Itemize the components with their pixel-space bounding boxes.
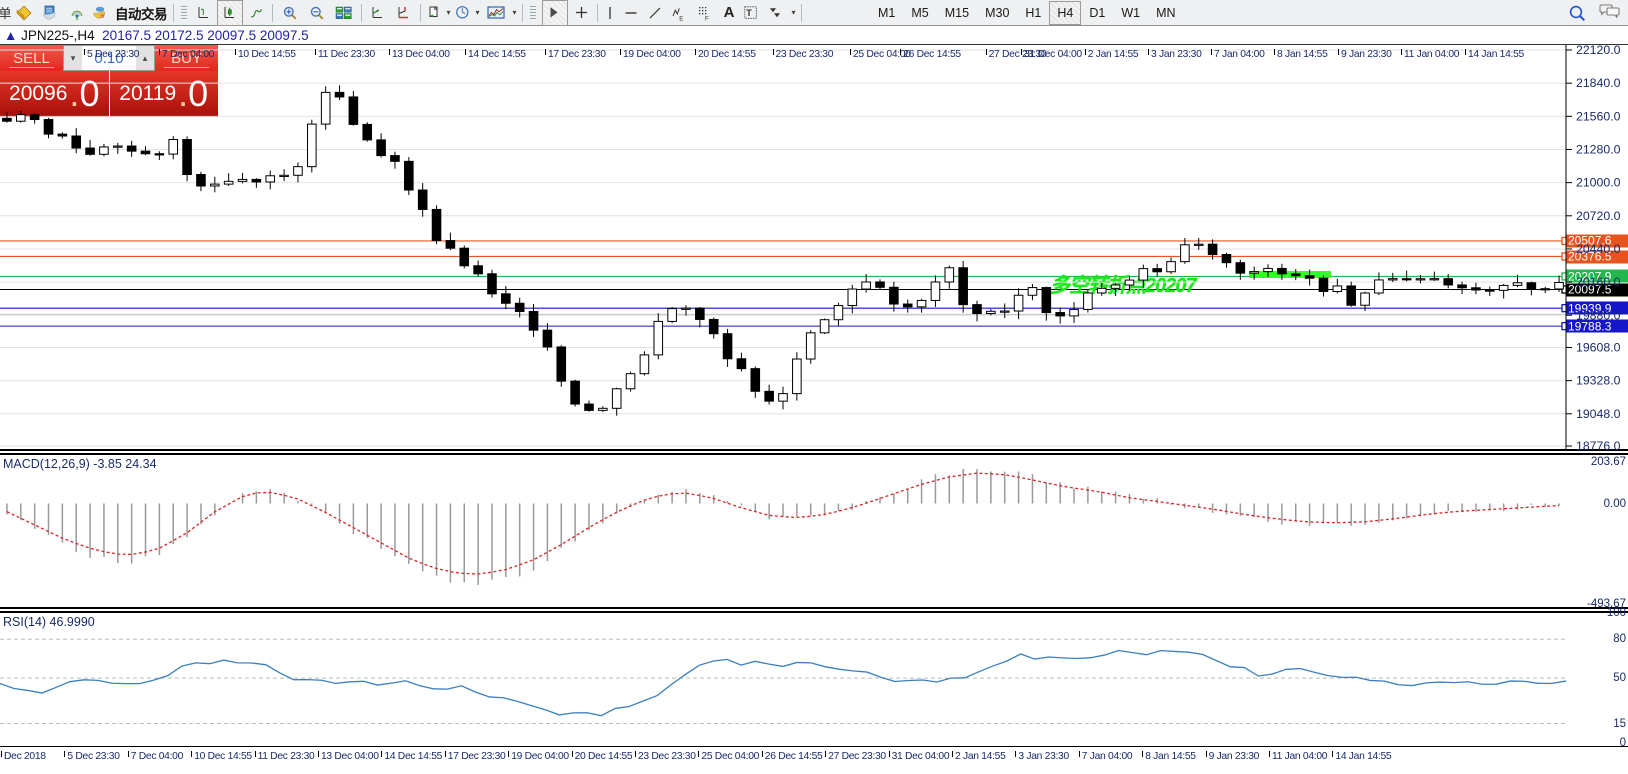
- svg-text:F: F: [705, 16, 709, 21]
- svg-text:E: E: [679, 16, 683, 21]
- svg-text:T: T: [746, 8, 752, 18]
